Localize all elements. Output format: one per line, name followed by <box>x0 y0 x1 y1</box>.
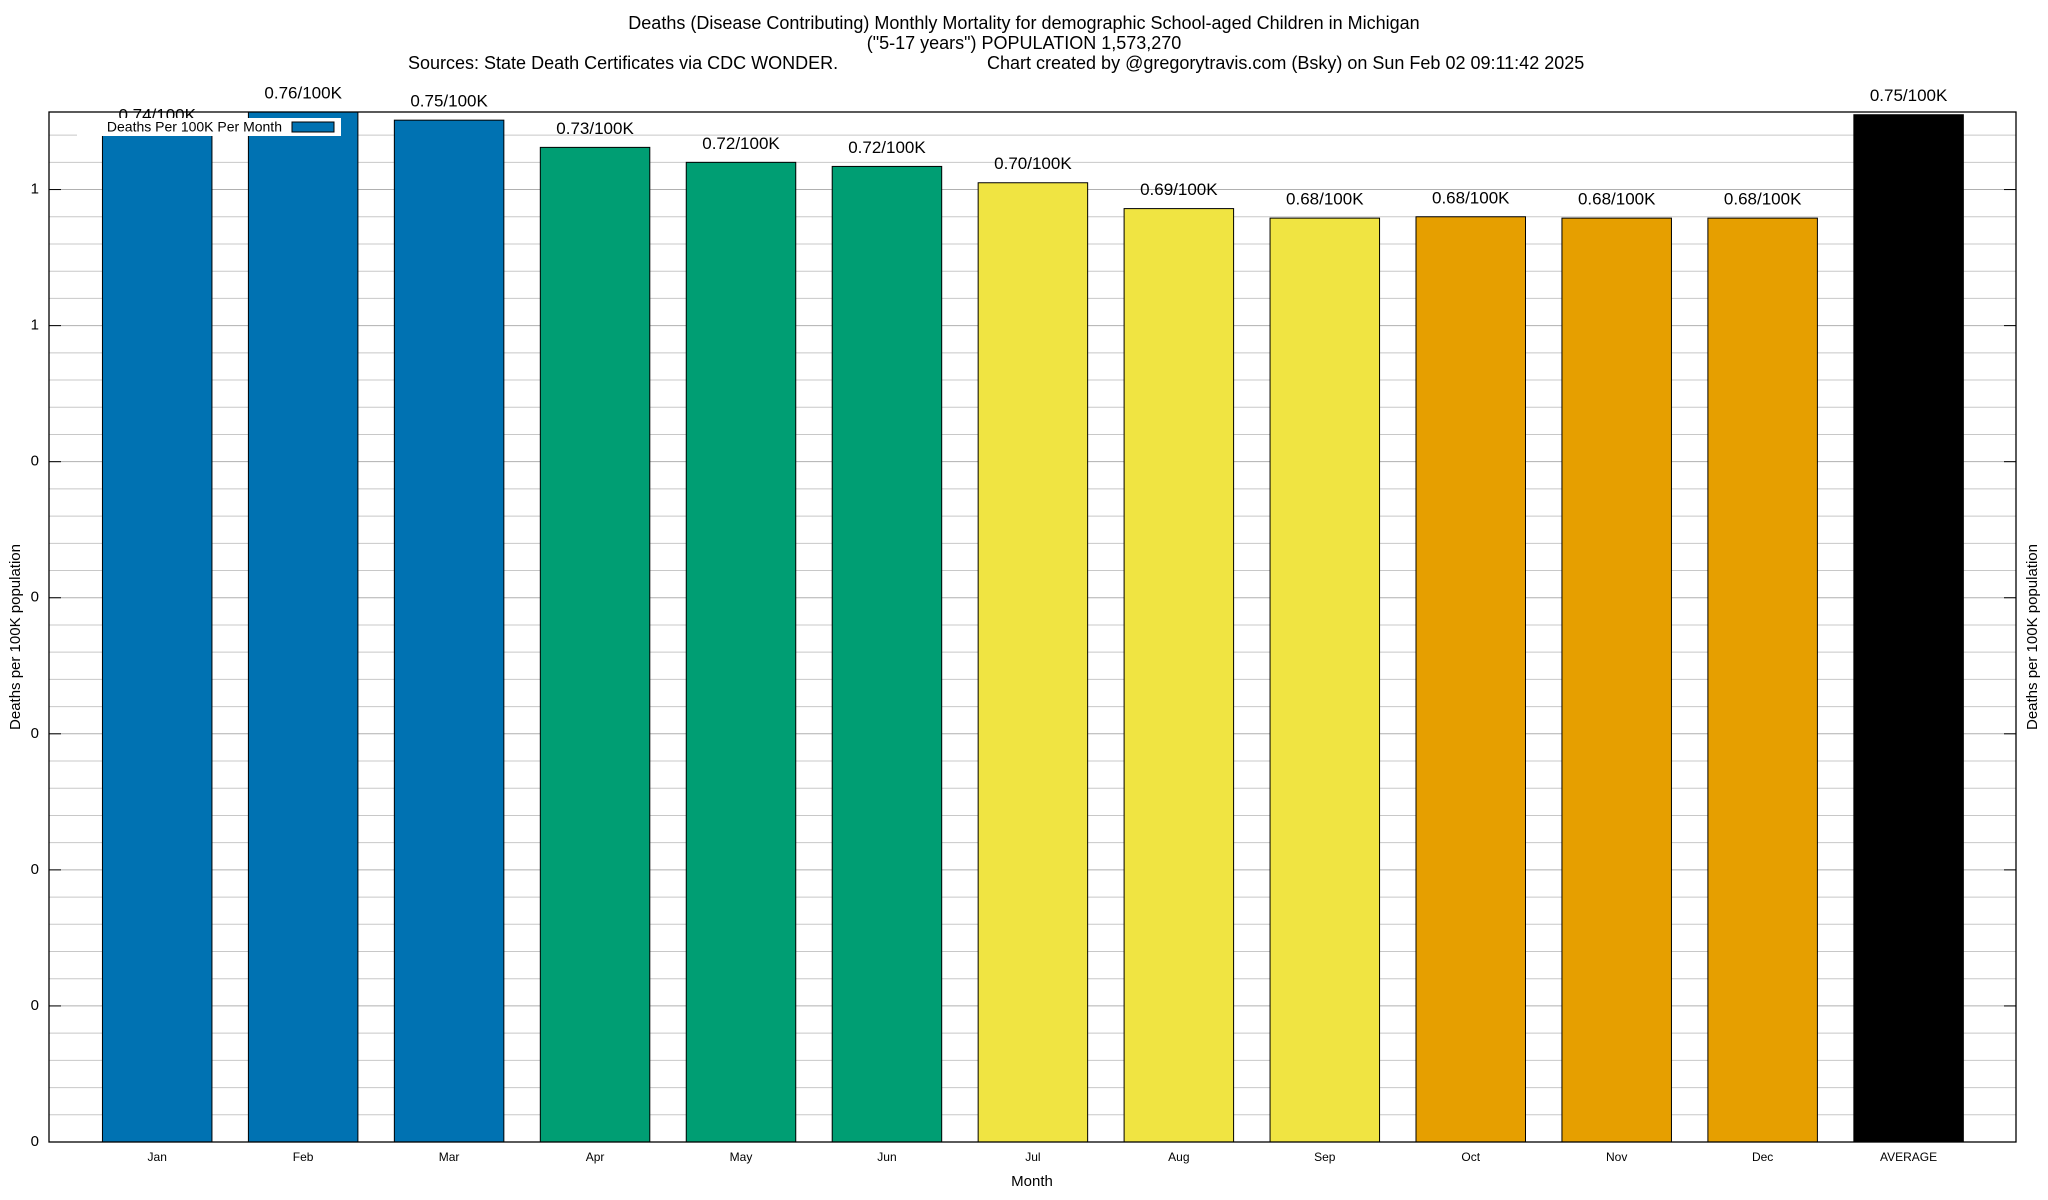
x-tick-label: Jan <box>148 1150 167 1164</box>
x-tick-label: Oct <box>1461 1150 1480 1164</box>
bars <box>101 112 1964 1142</box>
value-label: 0.73/100K <box>556 119 634 138</box>
value-label: 0.70/100K <box>994 154 1072 173</box>
value-label: 0.75/100K <box>410 92 488 111</box>
chart-subtitle: ("5-17 years") POPULATION 1,573,270 <box>867 33 1182 53</box>
x-tick-label: Apr <box>586 1150 605 1164</box>
labels: 00000011Jan0.74/100KFeb0.76/100KMar0.75/… <box>31 83 1948 1164</box>
y-tick-label: 0 <box>31 861 39 878</box>
x-tick-label: Mar <box>439 1150 460 1164</box>
value-label: 0.68/100K <box>1724 190 1802 209</box>
bar <box>1415 216 1526 1142</box>
x-tick-label: AVERAGE <box>1880 1150 1937 1164</box>
bar <box>831 165 943 1142</box>
y-tick-label: 0 <box>31 997 39 1014</box>
x-tick-label: Nov <box>1606 1150 1627 1164</box>
x-tick-label: Aug <box>1168 1150 1189 1164</box>
bar <box>101 133 213 1142</box>
bar <box>247 112 359 1142</box>
value-label: 0.69/100K <box>1140 180 1218 199</box>
x-tick-label: Jun <box>877 1150 896 1164</box>
legend-box <box>77 118 341 136</box>
value-label: 0.68/100K <box>1578 190 1656 209</box>
legend-swatch <box>291 121 335 133</box>
source-note: Sources: State Death Certificates via CD… <box>408 53 838 73</box>
value-label: 0.72/100K <box>848 138 926 157</box>
bar <box>1123 208 1235 1142</box>
legend: Deaths Per 100K Per Month <box>77 118 341 136</box>
y2-axis-label: Deaths per 100K population <box>2024 544 2041 730</box>
legend-label: Deaths Per 100K Per Month <box>107 119 282 135</box>
x-tick-label: Sep <box>1314 1150 1336 1164</box>
y-tick-label: 0 <box>31 1133 39 1150</box>
value-label: 0.68/100K <box>1286 190 1364 209</box>
y-tick-label: 1 <box>31 317 39 334</box>
y-tick-label: 0 <box>31 725 39 742</box>
value-label: 0.75/100K <box>1870 86 1948 105</box>
y-tick-label: 0 <box>31 589 39 606</box>
bar <box>1853 114 1964 1142</box>
bar <box>393 119 505 1142</box>
y-tick-label: 0 <box>31 453 39 470</box>
value-label: 0.68/100K <box>1432 188 1510 207</box>
bar <box>977 182 1089 1142</box>
bar <box>539 146 651 1142</box>
y-axis-label: Deaths per 100K population <box>7 544 24 730</box>
bar <box>1269 217 1381 1142</box>
value-label: 0.72/100K <box>702 134 780 153</box>
x-tick-label: Feb <box>293 1150 314 1164</box>
y-tick-label: 1 <box>31 181 39 198</box>
chart-title: Deaths (Disease Contributing) Monthly Mo… <box>628 13 1419 33</box>
bar <box>685 161 797 1142</box>
credit-note: Chart created by @gregorytravis.com (Bsk… <box>987 53 1584 73</box>
value-label: 0.76/100K <box>264 83 342 102</box>
x-tick-label: Dec <box>1752 1150 1773 1164</box>
x-tick-label: May <box>730 1150 753 1164</box>
x-axis-label: Month <box>1011 1173 1053 1190</box>
x-tick-label: Jul <box>1025 1150 1040 1164</box>
plot-border <box>48 111 2017 1143</box>
bar <box>1561 217 1672 1142</box>
bar <box>1707 217 1818 1142</box>
